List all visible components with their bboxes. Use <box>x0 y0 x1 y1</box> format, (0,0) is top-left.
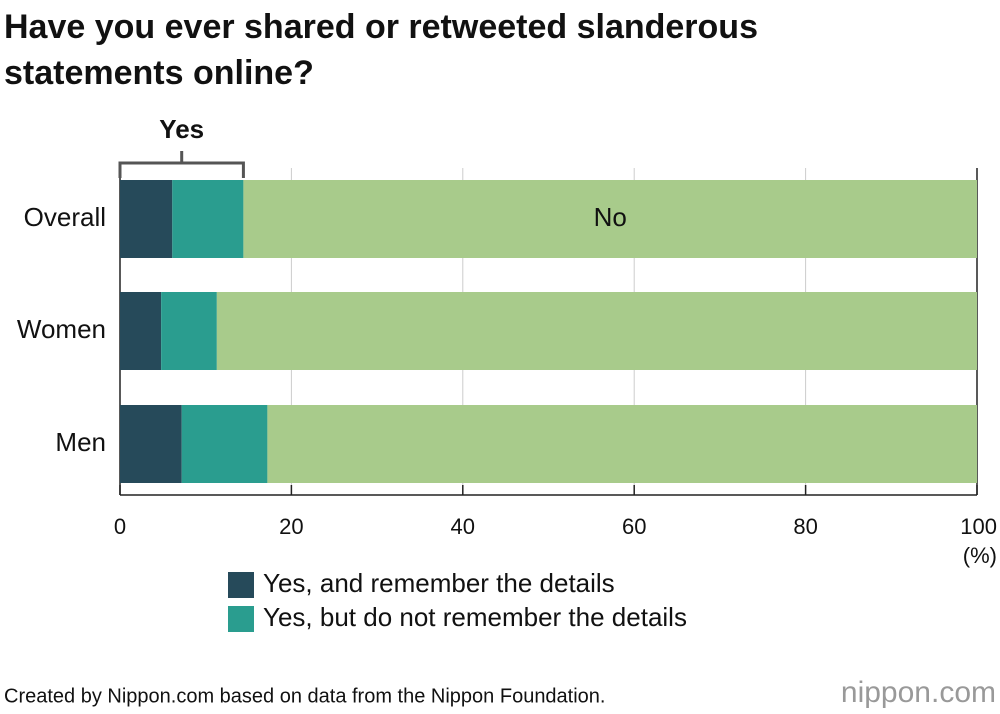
bar-segment <box>120 405 182 483</box>
bracket-label: Yes <box>159 114 204 144</box>
x-tick-label: 0 <box>114 514 126 539</box>
x-tick-label: 80 <box>793 514 817 539</box>
bar-segment <box>161 292 217 370</box>
x-tick-label: 60 <box>622 514 646 539</box>
logo: nippon.com <box>841 676 996 709</box>
bar-segment <box>267 405 977 483</box>
legend-swatch <box>228 606 254 632</box>
y-tick-label: Overall <box>24 202 106 232</box>
y-tick-label: Men <box>55 427 106 457</box>
bar-segment <box>243 180 977 258</box>
bar-segment <box>172 180 244 258</box>
legend-swatch <box>228 572 254 598</box>
chart-title: Have you ever shared or retweeted slande… <box>4 8 758 92</box>
x-tick-label: 100 <box>960 514 997 539</box>
x-tick-label: 40 <box>451 514 475 539</box>
segment-label: No <box>594 202 627 232</box>
x-tick-label: 20 <box>279 514 303 539</box>
unit-label: (%) <box>963 543 997 568</box>
bracket <box>118 151 245 178</box>
bar-segment <box>181 405 268 483</box>
bar-segment <box>120 180 173 258</box>
bar-segment <box>216 292 977 370</box>
bar-segment <box>120 292 162 370</box>
legend-label: Yes, and remember the details <box>263 568 615 598</box>
y-tick-label: Women <box>17 314 106 344</box>
legend-label: Yes, but do not remember the details <box>263 602 687 632</box>
source: Created by Nippon.com based on data from… <box>4 685 605 707</box>
